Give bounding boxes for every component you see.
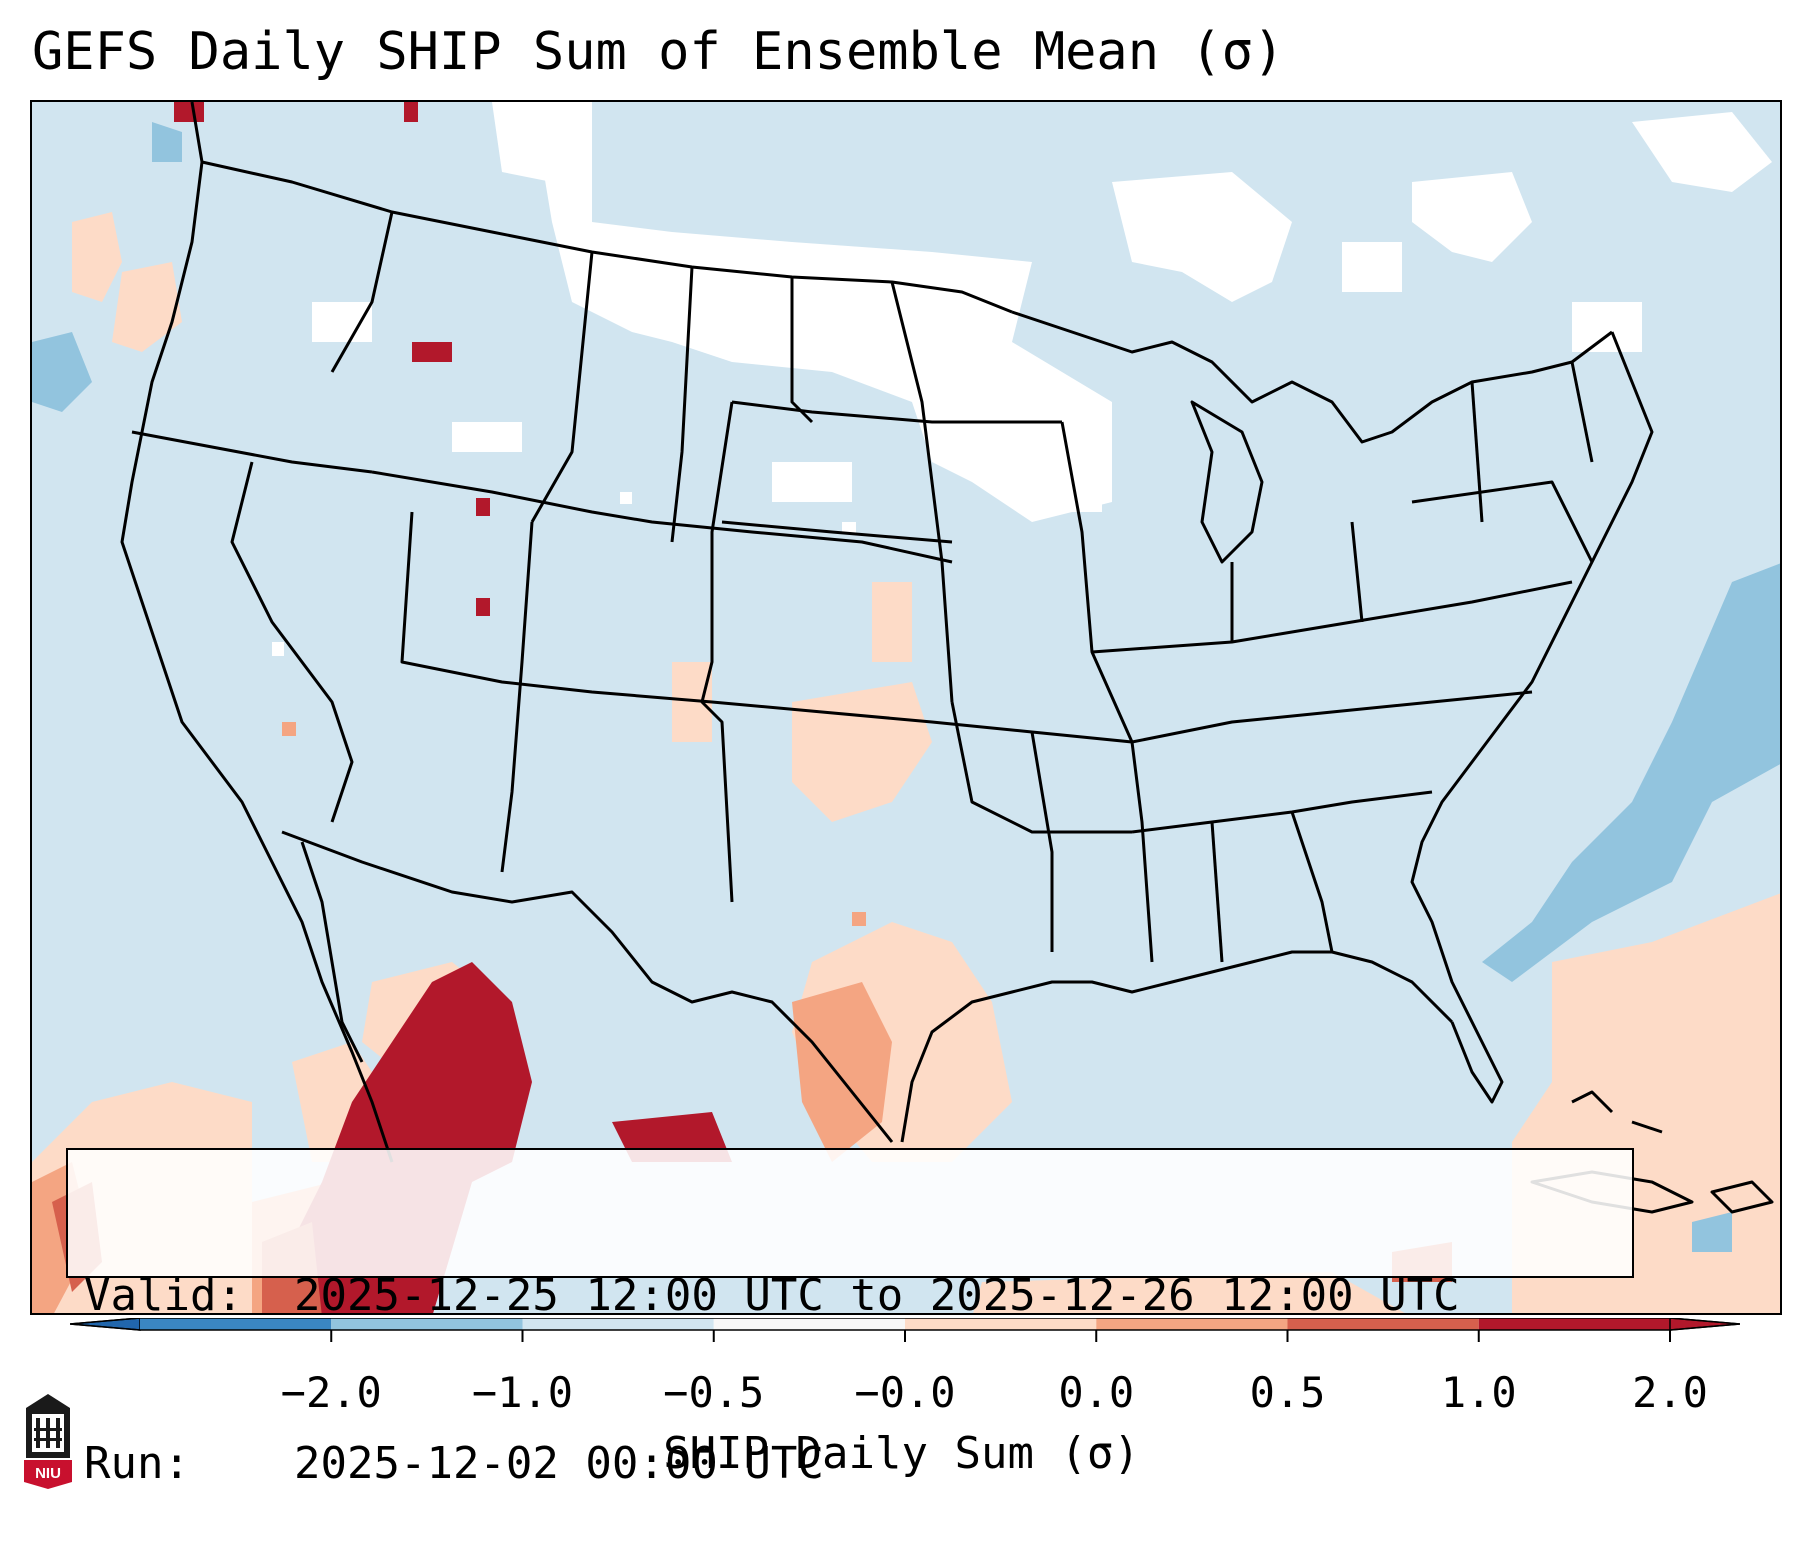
run-label: Run: (84, 1438, 190, 1489)
colorbar-segment (331, 1318, 523, 1330)
valid-value: 2025-12-25 12:00 UTC to 2025-12-26 12:00… (294, 1270, 1460, 1321)
colorbar-tick-label: −1.0 (471, 1368, 574, 1417)
run-row: Run: 2025-12-02 00:00 UTC (84, 1436, 1616, 1492)
colorbar-tick-label: 1.0 (1440, 1368, 1517, 1417)
colorbar-extend-low (70, 1318, 141, 1331)
colorbar-segment (1478, 1318, 1670, 1330)
colorbar-tick-label: 0.5 (1249, 1368, 1326, 1417)
run-value: 2025-12-02 00:00 UTC (294, 1438, 824, 1489)
colorbar-tick-label: 0.0 (1058, 1368, 1135, 1417)
colorbar-tick-label: −0.5 (663, 1368, 765, 1417)
valid-row: Valid: 2025-12-25 12:00 UTC to 2025-12-2… (84, 1268, 1616, 1324)
colorbar-tick-label: 2.0 (1632, 1368, 1708, 1417)
university-logo-icon: NIU (24, 1394, 72, 1489)
colorbar-segment (1287, 1318, 1479, 1330)
valid-run-info-box: Valid: 2025-12-25 12:00 UTC to 2025-12-2… (66, 1148, 1634, 1489)
colorbar-border (70, 1318, 1740, 1331)
colorbar-segment (522, 1318, 714, 1330)
colorbar-label: SHIP Daily Sum (σ) (663, 1428, 1140, 1479)
map-panel[interactable] (30, 100, 1782, 1315)
colorbar-tick-label: −2.0 (280, 1368, 382, 1417)
colorbar-segment (713, 1318, 905, 1330)
negative-regions (32, 122, 1780, 1252)
logo-text: NIU (35, 1465, 61, 1482)
colorbar-segment (140, 1318, 332, 1330)
colorbar (70, 1318, 1740, 1342)
coastline-and-borders (120, 102, 1774, 1214)
colorbar-extend-high (1669, 1318, 1740, 1331)
colorbar-segment (1096, 1318, 1288, 1330)
colorbar-tick-label: −0.0 (854, 1368, 956, 1417)
map-title: GEFS Daily SHIP Sum of Ensemble Mean (σ) (32, 22, 1285, 82)
colorbar-segment (905, 1318, 1097, 1330)
map-canvas (32, 102, 1780, 1313)
valid-label: Valid: (84, 1270, 243, 1321)
